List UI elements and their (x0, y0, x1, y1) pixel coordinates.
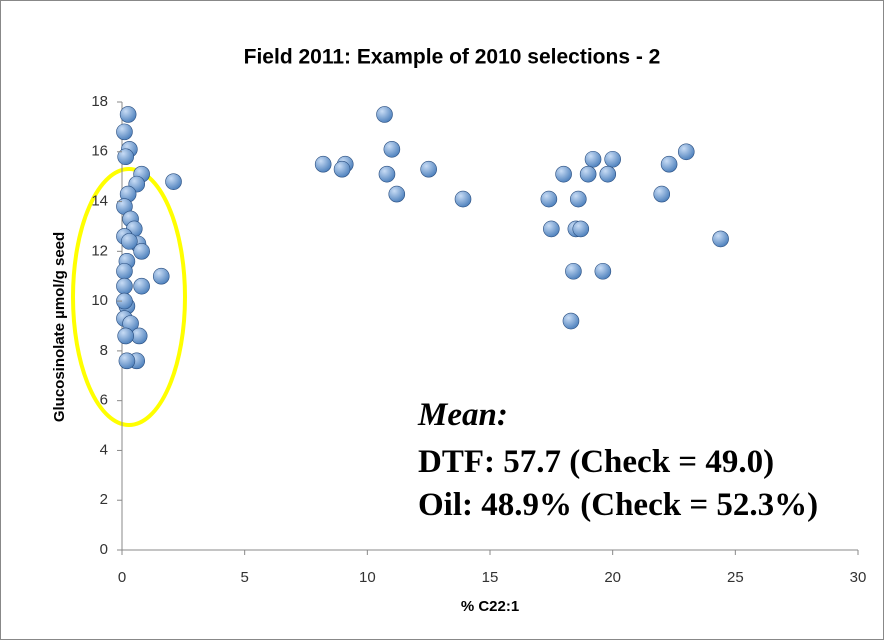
data-point (116, 292, 133, 310)
data-point (119, 106, 137, 123)
y-axis-label: Glucosinolate µmol/g seed (51, 232, 68, 422)
data-point (712, 230, 729, 248)
x-axis-label: % C22:1 (461, 598, 519, 615)
data-point (117, 148, 134, 166)
x-tick-label: 25 (727, 569, 744, 586)
data-point (677, 143, 695, 161)
data-point (116, 277, 133, 295)
data-point (420, 160, 437, 178)
data-point (314, 155, 332, 173)
data-point (572, 220, 590, 238)
annotation: Oil: 48.9% (Check = 52.3%) (418, 487, 818, 523)
data-point (152, 267, 170, 285)
data-point (604, 150, 621, 168)
data-point (333, 160, 351, 178)
y-tick-label: 10 (91, 292, 108, 309)
chart-title: Field 2011: Example of 2010 selections -… (244, 46, 661, 69)
data-point (653, 185, 671, 203)
y-tick-label: 0 (100, 541, 108, 558)
highlight-ellipse (71, 167, 187, 427)
data-point (584, 150, 602, 168)
data-point (579, 165, 597, 183)
data-point (117, 327, 134, 345)
data-point (121, 233, 138, 250)
x-tick-label: 15 (482, 569, 499, 586)
data-point (543, 220, 560, 238)
data-point (383, 140, 401, 158)
data-point (555, 165, 572, 183)
data-point (594, 262, 612, 280)
data-point (116, 123, 133, 141)
y-tick-label: 12 (91, 242, 108, 259)
data-point (378, 165, 396, 183)
x-tick-label: 20 (604, 569, 621, 586)
annotation: DTF: 57.7 (Check = 49.0) (418, 444, 774, 480)
data-point (133, 277, 150, 295)
x-tick-label: 0 (118, 569, 126, 586)
data-point (133, 243, 150, 260)
x-tick-label: 30 (850, 569, 867, 586)
data-point (165, 173, 182, 190)
data-point (570, 190, 587, 208)
y-tick-label: 4 (100, 441, 108, 458)
data-point (599, 165, 617, 183)
y-tick-label: 16 (91, 143, 108, 160)
y-tick-label: 2 (100, 491, 108, 508)
data-point (376, 106, 393, 123)
data-point (540, 190, 558, 208)
data-point (388, 185, 406, 203)
data-point (116, 262, 133, 280)
y-tick-label: 18 (91, 93, 108, 110)
y-tick-label: 8 (100, 342, 108, 359)
data-point (454, 190, 472, 208)
x-tick-label: 10 (359, 569, 376, 586)
data-point (660, 155, 678, 173)
data-point (118, 352, 136, 370)
x-tick-label: 5 (240, 569, 248, 586)
data-point (562, 312, 580, 330)
y-tick-label: 14 (91, 193, 108, 210)
annotation: Mean: (417, 397, 508, 433)
y-tick-label: 6 (100, 392, 108, 409)
data-point (565, 262, 582, 280)
